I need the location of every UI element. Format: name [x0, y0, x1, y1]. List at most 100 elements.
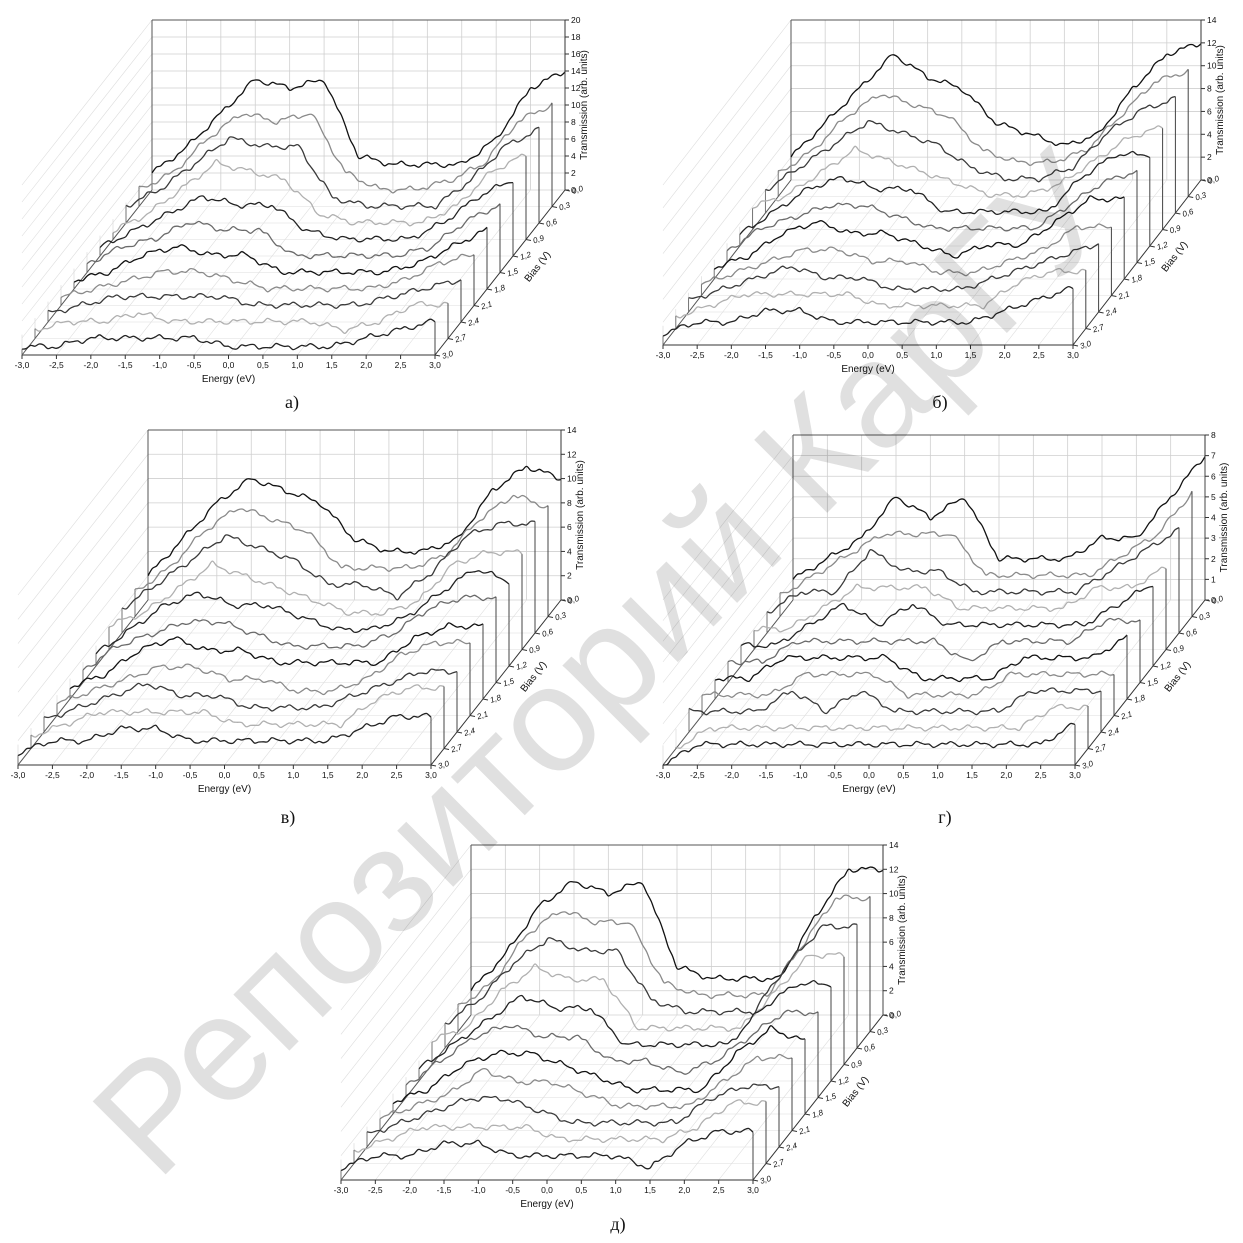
z-tick-label: 14	[889, 840, 899, 850]
y-tick-label: 0,0	[1211, 594, 1225, 606]
x-axis-label: Energy (eV)	[202, 374, 255, 385]
y-tick-label: 3,0	[437, 759, 451, 771]
tick-mark	[856, 1047, 863, 1050]
series-line	[726, 169, 1138, 252]
z-tick-label: 3	[1211, 533, 1216, 543]
tick-mark	[1124, 278, 1130, 281]
z-tick-label: 12	[571, 83, 581, 93]
tick-mark	[551, 206, 558, 208]
series-line	[69, 622, 484, 690]
x-tick-label: 1,5	[644, 1185, 656, 1195]
grid-line	[21, 138, 153, 305]
y-tick-label: 1,2	[1159, 660, 1173, 672]
y-tick-label: 3,0	[1081, 759, 1095, 771]
tick-mark	[1149, 245, 1155, 248]
grid-line	[340, 990, 472, 1156]
grid-line	[340, 966, 472, 1132]
grid-line	[662, 537, 794, 704]
series-line	[138, 102, 553, 194]
y-tick-label: 1,5	[1143, 256, 1157, 268]
tick-mark	[1200, 179, 1207, 182]
panel-label: б)	[932, 392, 947, 413]
series-line	[353, 1099, 767, 1153]
series-line	[457, 894, 871, 1005]
grid-line	[17, 551, 149, 717]
tick-mark	[1188, 196, 1194, 198]
tick-mark	[1165, 649, 1172, 651]
x-tick-label: -0,5	[187, 360, 202, 370]
x-tick-label: -1,0	[471, 1185, 486, 1195]
z-axis-label: Transmission (arb. units)	[575, 460, 586, 570]
z-tick-label: 20	[571, 15, 581, 25]
x-tick-label: -2,0	[724, 770, 739, 780]
series-line	[121, 520, 536, 610]
z-axis-label: Transmission (arb. units)	[897, 875, 908, 985]
series-line	[752, 125, 1163, 209]
series-line	[17, 712, 432, 757]
z-tick-label: 18	[571, 32, 581, 42]
grid-line	[662, 19, 792, 186]
x-tick-label: 0,0	[219, 770, 231, 780]
grid-line	[662, 65, 792, 231]
grid-line	[340, 869, 472, 1035]
x-tick-label: 0,0	[862, 350, 874, 360]
x-tick-label: 1,0	[932, 770, 944, 780]
x-tick-label: 2,5	[395, 360, 407, 370]
tick-mark	[1100, 731, 1107, 734]
x-tick-label: 1,5	[326, 360, 338, 370]
tick-mark	[882, 1014, 889, 1017]
y-tick-label: 1,8	[489, 693, 503, 705]
tick-mark	[430, 764, 437, 767]
y-tick-label: 0,9	[1168, 223, 1182, 235]
grid-line	[17, 575, 149, 741]
z-tick-label: 12	[889, 864, 899, 874]
x-axis-label: Energy (eV)	[842, 784, 895, 795]
tick-mark	[1191, 616, 1198, 618]
series-line	[379, 1053, 793, 1120]
series-line	[701, 223, 1112, 285]
x-tick-label: -0,5	[827, 770, 842, 780]
x-tick-label: 3,0	[1067, 350, 1079, 360]
tick-mark	[486, 288, 493, 291]
tick-mark	[547, 616, 554, 618]
z-tick-label: 16	[571, 49, 581, 59]
y-tick-label: 2,1	[479, 299, 493, 311]
z-axis-label: Transmission (arb. units)	[1219, 463, 1230, 573]
series-line	[108, 549, 523, 628]
y-tick-label: 2,4	[784, 1141, 799, 1153]
z-tick-label: 8	[1211, 430, 1216, 440]
y-tick-label: 1,5	[502, 676, 516, 688]
x-axis-label: Energy (eV)	[520, 1199, 573, 1210]
x-tick-label: 2,5	[1035, 770, 1047, 780]
z-tick-label: 14	[1207, 15, 1217, 25]
x-tick-label: -3,0	[334, 1185, 349, 1195]
y-tick-label: 2,4	[462, 726, 477, 738]
grid-line	[662, 496, 794, 663]
grid-line	[662, 134, 792, 300]
x-tick-label: 1,0	[930, 350, 942, 360]
series-line	[340, 1127, 754, 1172]
series-line	[688, 243, 1099, 299]
x-tick-label: -2,0	[84, 360, 99, 370]
z-tick-label: 0	[1211, 595, 1216, 605]
series-line	[688, 687, 1102, 716]
y-tick-label: 1,5	[824, 1091, 838, 1103]
tick-mark	[521, 649, 528, 651]
tick-mark	[525, 239, 532, 241]
z-tick-label: 10	[1207, 61, 1217, 71]
tick-mark	[434, 354, 441, 357]
series-line	[418, 979, 832, 1070]
y-tick-label: 0,6	[1181, 207, 1195, 219]
grid-line	[21, 87, 153, 254]
tick-mark	[830, 1080, 837, 1083]
series-line	[82, 594, 497, 671]
series-line	[392, 1025, 806, 1105]
series-line	[125, 126, 540, 210]
series-line	[765, 95, 1176, 192]
y-tick-label: 1,2	[519, 250, 533, 262]
x-tick-label: -3,0	[656, 350, 671, 360]
tick-mark	[499, 272, 506, 274]
tick-mark	[1126, 698, 1133, 701]
grid-line	[21, 121, 153, 288]
x-tick-label: -2,0	[402, 1185, 417, 1195]
